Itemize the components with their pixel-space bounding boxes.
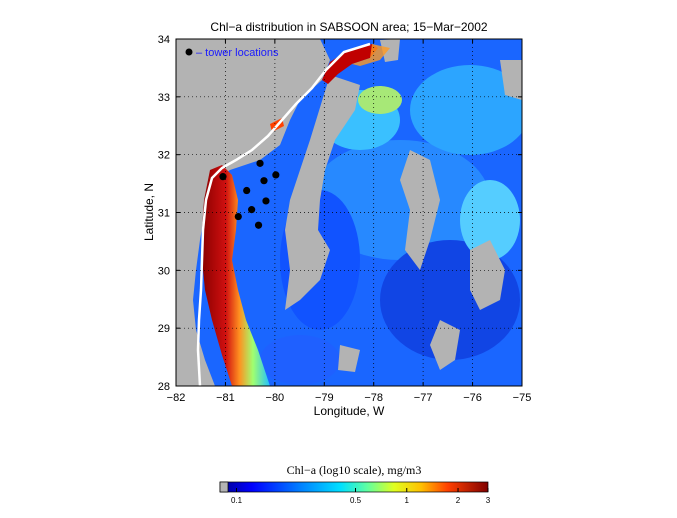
- coastal-bloom-band: [202, 165, 270, 386]
- map-plot-area: [176, 39, 522, 386]
- tower-markers: [219, 159, 280, 229]
- x-tick-label: −76: [463, 392, 482, 404]
- tower-marker: [256, 159, 264, 167]
- y-tick-label: 29: [158, 323, 170, 335]
- carolina-bloom-edge: [352, 44, 390, 66]
- tower-marker: [219, 173, 227, 181]
- tower-marker: [260, 177, 268, 185]
- x-tick-label: −79: [315, 392, 334, 404]
- map-title: Chl−a distribution in SABSOON area; 15−M…: [210, 20, 487, 34]
- colorbar-tick-label: 2: [456, 496, 461, 505]
- legend-tower-marker: [185, 48, 193, 56]
- y-tick-label: 34: [158, 34, 170, 46]
- x-ticks: −82 −81 −80 −79 −78 −77 −76 −75: [167, 39, 532, 404]
- tower-marker: [272, 171, 280, 179]
- colorbar-ticks: 0.1 0.5 1 2 3: [231, 488, 491, 505]
- y-ticks: 28 29 30 31 32 33 34: [158, 34, 522, 393]
- tower-marker: [254, 221, 263, 229]
- y-tick-label: 30: [158, 265, 170, 277]
- tower-marker: [248, 206, 256, 214]
- tower-marker: [243, 186, 251, 195]
- tower-marker: [234, 212, 242, 221]
- x-tick-label: −78: [364, 392, 383, 404]
- x-axis-label: Longitude, W: [314, 404, 385, 418]
- y-tick-label: 33: [158, 92, 170, 104]
- y-tick-label: 28: [158, 381, 170, 393]
- y-tick-label: 32: [158, 150, 170, 162]
- x-tick-label: −82: [167, 392, 186, 404]
- cloud-mask: [176, 39, 522, 386]
- carolina-bloom: [322, 44, 378, 84]
- tower-marker: [262, 197, 270, 205]
- legend-label: – tower locations: [196, 47, 279, 59]
- colorbar-nodata-swatch: [219, 481, 229, 493]
- colorbar-tick-label: 1: [405, 496, 410, 505]
- x-tick-label: −81: [216, 392, 235, 404]
- colorbar-tick-label: 0.5: [350, 496, 362, 505]
- colorbar-gradient: [219, 481, 489, 493]
- x-tick-label: −75: [513, 392, 532, 404]
- y-axis-label: Latitude, N: [142, 183, 156, 241]
- colorbar-tick-label: 0.1: [231, 496, 243, 505]
- y-tick-label: 31: [158, 208, 170, 220]
- x-tick-label: −77: [414, 392, 433, 404]
- coastline: [196, 42, 371, 386]
- colorbar-title: Chl−a (log10 scale), mg/m3: [287, 463, 422, 477]
- grid-lines: [176, 39, 522, 386]
- x-tick-label: −80: [266, 392, 285, 404]
- colorbar-tick-label: 3: [486, 496, 491, 505]
